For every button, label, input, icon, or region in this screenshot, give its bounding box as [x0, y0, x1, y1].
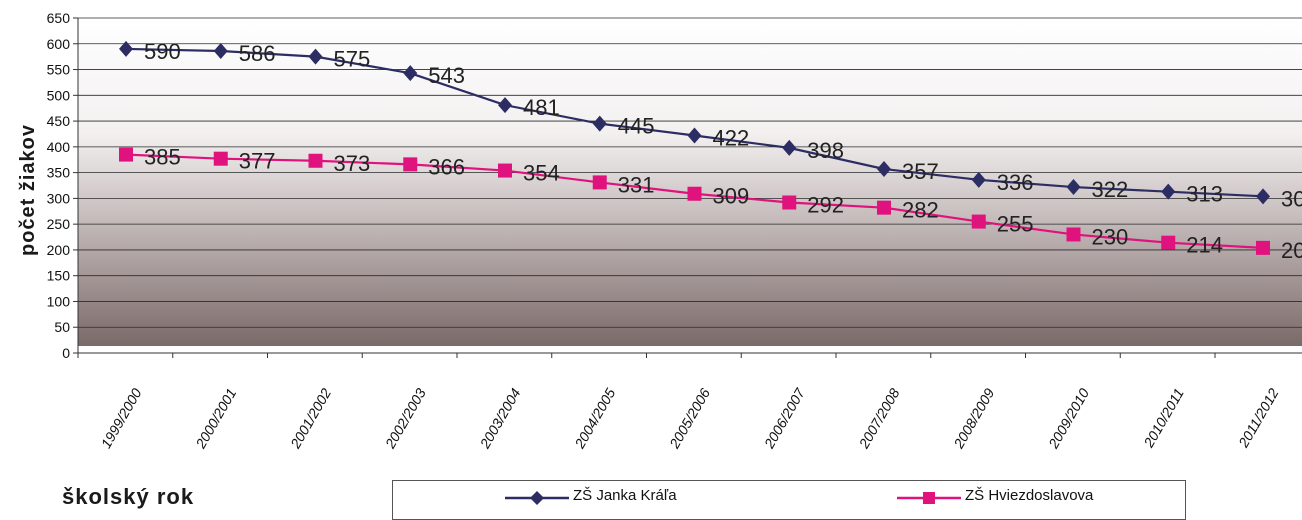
- data-point: [119, 147, 133, 162]
- series-group: 590 586 575 543 481 445 422 398 357 336 322 313 304 3…: [119, 39, 1302, 263]
- data-label: 354: [523, 161, 560, 186]
- data-label: 204: [1281, 238, 1302, 263]
- y-axis: 0 50 100 150 200 250 300 350 400 450 500 550 600 650: [47, 10, 79, 361]
- data-point: [498, 97, 512, 114]
- data-point: [592, 175, 607, 190]
- data-label: 385: [144, 145, 181, 170]
- data-label: 336: [997, 170, 1034, 195]
- data-label: 282: [902, 198, 939, 223]
- data-label: 366: [428, 154, 465, 179]
- data-point: [213, 151, 228, 166]
- data-point: [877, 161, 891, 178]
- x-tick-label: 2010/2011: [1140, 386, 1187, 451]
- data-label: 481: [523, 95, 560, 120]
- legend-label-series-2: ZŠ Hviezdoslavova: [965, 487, 1094, 504]
- data-label: 331: [618, 172, 655, 197]
- x-tick-label: 2011/2012: [1235, 385, 1282, 450]
- y-tick-label: 600: [47, 36, 71, 52]
- x-tick-label: 2009/2010: [1045, 385, 1093, 451]
- plot-area: [78, 18, 1302, 346]
- y-tick-label: 50: [54, 319, 70, 335]
- data-point: [1066, 227, 1081, 242]
- y-tick-label: 150: [47, 268, 71, 284]
- x-tick-label: 2008/2009: [950, 385, 998, 451]
- legend-label-series-1: ZŠ Janka Kráľa: [573, 487, 677, 504]
- x-tick-label: 2002/2003: [381, 385, 429, 451]
- data-point: [877, 200, 891, 215]
- x-tick-label: 2003/2004: [476, 385, 524, 451]
- data-point: [308, 153, 323, 168]
- data-label: 304: [1281, 186, 1302, 211]
- data-label: 586: [239, 41, 276, 66]
- y-tick-label: 400: [47, 139, 71, 155]
- y-tick-label: 0: [62, 345, 70, 361]
- x-tick-label: 2000/2001: [192, 386, 239, 452]
- y-tick-label: 100: [47, 293, 71, 309]
- data-label: 445: [618, 114, 655, 139]
- x-tick-label: 1999/2000: [98, 385, 145, 450]
- x-tick-label: 2007/2008: [855, 385, 903, 451]
- data-label: 422: [713, 126, 750, 151]
- x-tick-label: 2001/2002: [287, 385, 335, 451]
- data-point: [1161, 183, 1176, 200]
- legend: ZŠ Janka Kráľa ZŠ Hviezdoslavova: [392, 480, 1186, 520]
- x-tick-label: 2005/2006: [666, 385, 714, 451]
- data-label: 373: [334, 151, 371, 176]
- data-point: [308, 48, 323, 65]
- y-tick-label: 200: [47, 242, 71, 258]
- data-label: 398: [807, 138, 844, 163]
- data-point: [782, 139, 797, 156]
- x-axis-title: školský rok: [62, 484, 195, 509]
- data-point: [213, 42, 228, 59]
- y-axis-title: počet žiakov: [17, 124, 39, 256]
- data-label: 292: [807, 193, 844, 218]
- data-label: 322: [1092, 177, 1129, 202]
- data-point: [971, 171, 986, 188]
- data-point: [687, 127, 702, 144]
- data-label: 313: [1186, 182, 1223, 207]
- data-point: [403, 65, 418, 82]
- data-point: [592, 115, 607, 132]
- data-point: [119, 40, 133, 57]
- data-point: [1256, 240, 1270, 255]
- y-tick-label: 450: [47, 113, 71, 129]
- gridlines: [78, 17, 1302, 328]
- data-label: 214: [1186, 233, 1223, 258]
- data-label: 255: [997, 212, 1034, 237]
- data-label: 575: [334, 47, 371, 72]
- y-tick-label: 500: [47, 87, 71, 103]
- x-axis: 1999/2000 2000/2001 2001/2002 2002/2003 2003…: [77, 352, 1302, 452]
- data-label: 590: [144, 39, 181, 64]
- x-tick-label: 2004/2005: [571, 385, 619, 451]
- data-label: 230: [1092, 224, 1129, 249]
- x-tick-label: 2006/2007: [760, 384, 808, 451]
- y-tick-label: 300: [47, 190, 71, 206]
- data-point: [403, 157, 418, 172]
- data-point: [1066, 179, 1081, 196]
- data-point: [687, 186, 702, 201]
- legend-marker-series-2: [897, 492, 961, 504]
- data-point: [1256, 188, 1270, 205]
- legend-marker-series-1: [505, 491, 569, 505]
- y-tick-label: 350: [47, 165, 71, 181]
- data-point: [971, 214, 986, 229]
- data-point: [498, 163, 512, 178]
- y-tick-label: 250: [47, 216, 71, 232]
- data-label: 543: [428, 63, 465, 88]
- y-tick-label: 550: [47, 62, 71, 78]
- y-tick-label: 650: [47, 10, 71, 26]
- data-point: [782, 195, 797, 210]
- data-point: [1161, 235, 1176, 250]
- data-label: 309: [713, 184, 750, 209]
- data-label: 377: [239, 149, 276, 174]
- data-label: 357: [902, 159, 939, 184]
